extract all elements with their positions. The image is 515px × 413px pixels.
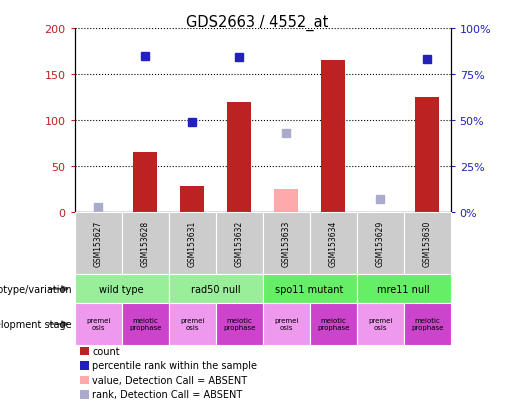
- Bar: [75, 275, 168, 304]
- Bar: [404, 304, 451, 345]
- Text: GSM153629: GSM153629: [375, 221, 385, 267]
- Text: meiotic
prophase: meiotic prophase: [411, 318, 443, 331]
- Text: GSM153627: GSM153627: [94, 221, 102, 267]
- Bar: [168, 213, 216, 275]
- Bar: [216, 213, 263, 275]
- Text: GSM153631: GSM153631: [187, 221, 197, 267]
- Bar: [416, 98, 439, 213]
- Text: GDS2663 / 4552_at: GDS2663 / 4552_at: [186, 14, 329, 31]
- Text: premei
osis: premei osis: [274, 318, 298, 331]
- Bar: [263, 275, 356, 304]
- Bar: [216, 304, 263, 345]
- Text: premei
osis: premei osis: [180, 318, 204, 331]
- Text: rank, Detection Call = ABSENT: rank, Detection Call = ABSENT: [92, 389, 243, 399]
- Text: GSM153630: GSM153630: [423, 221, 432, 267]
- Text: premei
osis: premei osis: [368, 318, 392, 331]
- Text: genotype/variation: genotype/variation: [0, 284, 72, 294]
- Bar: [310, 213, 356, 275]
- Bar: [75, 213, 122, 275]
- Text: value, Detection Call = ABSENT: value, Detection Call = ABSENT: [92, 375, 247, 385]
- Bar: [122, 213, 168, 275]
- Text: wild type: wild type: [99, 284, 144, 294]
- Text: GSM153628: GSM153628: [141, 221, 150, 267]
- Text: development stage: development stage: [0, 319, 72, 329]
- Bar: [356, 275, 451, 304]
- Bar: [263, 213, 310, 275]
- Text: mre11 null: mre11 null: [377, 284, 430, 294]
- Text: count: count: [92, 346, 120, 356]
- Bar: [168, 275, 263, 304]
- Bar: [310, 304, 356, 345]
- Bar: [168, 304, 216, 345]
- Text: meiotic
prophase: meiotic prophase: [223, 318, 255, 331]
- Text: GSM153633: GSM153633: [282, 221, 290, 267]
- Text: premei
osis: premei osis: [86, 318, 110, 331]
- Bar: [122, 304, 168, 345]
- Bar: [180, 187, 204, 213]
- Bar: [356, 304, 404, 345]
- Text: meiotic
prophase: meiotic prophase: [317, 318, 349, 331]
- Text: GSM153634: GSM153634: [329, 221, 338, 267]
- Text: meiotic
prophase: meiotic prophase: [129, 318, 161, 331]
- Bar: [356, 213, 404, 275]
- Bar: [404, 213, 451, 275]
- Bar: [321, 61, 345, 213]
- Bar: [274, 190, 298, 213]
- Bar: [228, 102, 251, 213]
- Bar: [133, 153, 157, 213]
- Bar: [75, 304, 122, 345]
- Text: spo11 mutant: spo11 mutant: [276, 284, 344, 294]
- Text: rad50 null: rad50 null: [191, 284, 241, 294]
- Text: percentile rank within the sample: percentile rank within the sample: [92, 361, 257, 370]
- Bar: [263, 304, 310, 345]
- Text: GSM153632: GSM153632: [235, 221, 244, 267]
